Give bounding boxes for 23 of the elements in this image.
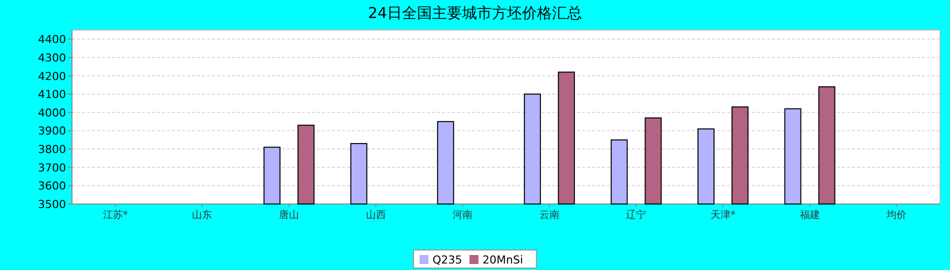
x-tick-label: 江苏* <box>102 209 128 221</box>
y-tick-label: 4100 <box>38 88 66 102</box>
y-tick-label: 3500 <box>38 198 66 211</box>
y-tick-label: 3600 <box>38 180 66 193</box>
x-tick-label: 云南 <box>539 209 560 221</box>
y-tick-label: 3900 <box>38 124 66 138</box>
y-tick-label: 4000 <box>38 106 66 120</box>
x-tick-label: 均价 <box>886 209 907 221</box>
y-tick-label: 4300 <box>38 51 66 64</box>
legend-label: 20MnSi <box>482 254 523 266</box>
x-tick-label: 山西 <box>366 209 386 221</box>
x-tick-label: 山东 <box>192 209 212 221</box>
x-tick-label: 河南 <box>452 209 473 221</box>
legend-label: Q235 <box>432 254 462 266</box>
y-tick-label: 3700 <box>38 161 66 174</box>
y-tick-label: 3800 <box>38 143 66 156</box>
x-tick-label: 福建 <box>800 209 820 221</box>
x-tick-label: 唐山 <box>279 209 299 221</box>
y-tick-label: 4400 <box>38 33 66 46</box>
chart-title: 24日全国主要城市方坯价格汇总 <box>368 4 582 22</box>
x-tick-label: 辽宁 <box>626 209 646 221</box>
x-tick-label: 天津* <box>710 209 736 221</box>
y-tick-label: 4200 <box>38 70 66 83</box>
